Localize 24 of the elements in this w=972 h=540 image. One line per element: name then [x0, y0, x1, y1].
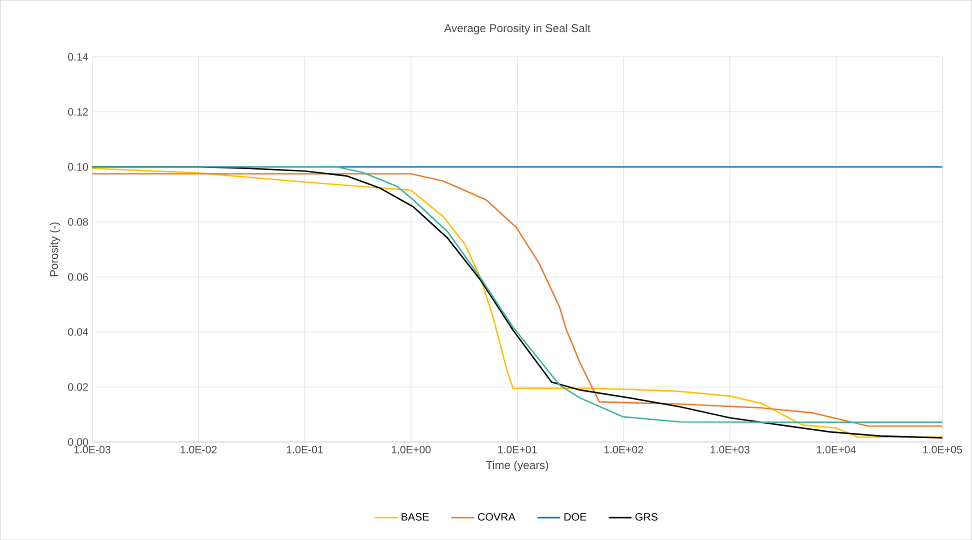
- x-tick-label: 1.0E+05: [923, 446, 962, 454]
- x-tick-label: 1.0E-02: [180, 446, 217, 454]
- y-tick-label: 0.10: [68, 163, 88, 171]
- x-tick-label: 1.0E+01: [498, 446, 537, 454]
- x-tick-label: 1.0E+03: [710, 446, 750, 454]
- y-tick-label: 0.06: [68, 273, 88, 281]
- y-tick-label: 0.00: [68, 438, 88, 446]
- x-tick-label: 1.0E+02: [604, 446, 644, 454]
- legend-label: GRS: [635, 512, 658, 521]
- legend-label: DOE: [564, 512, 586, 521]
- y-tick-label: 0.02: [68, 383, 88, 391]
- y-tick-label: 0.04: [68, 328, 88, 336]
- y-tick-label: 0.08: [68, 218, 88, 226]
- legend-label: COVRA: [478, 512, 516, 521]
- x-tick-label: 1.0E+04: [816, 446, 856, 454]
- chart-title: Average Porosity in Seal Salt: [444, 24, 590, 34]
- y-tick-label: 0.14: [68, 53, 88, 61]
- x-tick-label: 1.0E-03: [74, 446, 110, 454]
- x-tick-label: 1.0E+00: [392, 446, 431, 454]
- x-axis-title: Time (years): [486, 460, 548, 472]
- x-tick-label: 1.0E-01: [286, 446, 323, 454]
- y-axis-title: Porosity (-): [50, 222, 60, 276]
- legend-label: BASE: [402, 512, 429, 521]
- y-tick-label: 0.12: [68, 108, 88, 116]
